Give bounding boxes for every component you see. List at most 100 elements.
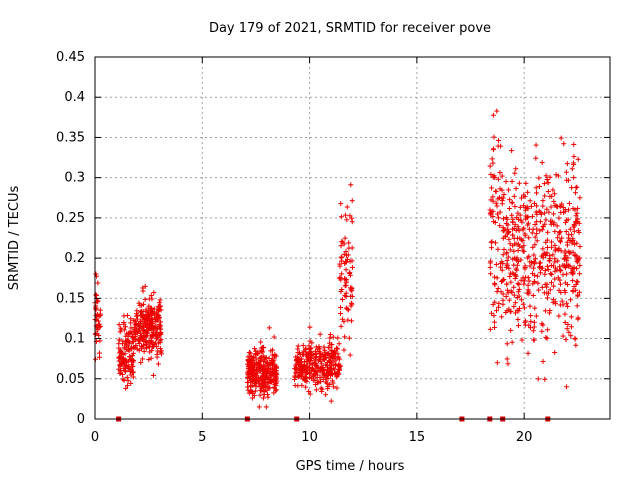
data-point xyxy=(344,217,350,223)
data-point xyxy=(117,370,123,376)
data-point xyxy=(322,347,328,353)
data-point xyxy=(266,325,272,331)
data-point xyxy=(335,362,341,368)
data-point xyxy=(534,238,540,244)
data-point xyxy=(155,361,161,367)
data-point xyxy=(140,356,146,362)
data-point xyxy=(527,325,533,331)
data-point xyxy=(556,287,562,293)
data-point xyxy=(338,243,344,249)
data-point xyxy=(575,315,581,321)
data-point xyxy=(334,374,340,380)
data-point xyxy=(492,274,498,280)
data-point xyxy=(257,356,263,362)
y-tick-label: 0.05 xyxy=(56,372,85,387)
data-point xyxy=(499,314,505,320)
data-point xyxy=(515,247,521,253)
data-point xyxy=(96,313,102,319)
data-point xyxy=(537,270,543,276)
data-point xyxy=(495,176,501,182)
data-point xyxy=(125,347,131,353)
data-point xyxy=(125,383,131,389)
data-point xyxy=(566,207,572,213)
data-point xyxy=(494,360,500,366)
data-point xyxy=(298,362,304,368)
data-point xyxy=(559,201,565,207)
data-point xyxy=(488,245,494,251)
data-point xyxy=(332,349,338,355)
data-point xyxy=(549,244,555,250)
data-point xyxy=(488,239,494,245)
data-point xyxy=(128,346,134,352)
data-point xyxy=(142,296,148,302)
data-point xyxy=(116,345,122,351)
data-point xyxy=(126,338,132,344)
x-tick-label: 20 xyxy=(516,430,533,445)
data-point xyxy=(501,276,507,282)
data-point xyxy=(327,382,333,388)
data-point xyxy=(501,191,507,197)
data-point xyxy=(267,385,273,391)
data-point xyxy=(324,380,330,386)
data-point xyxy=(556,229,562,235)
data-point xyxy=(503,179,509,185)
data-point xyxy=(304,352,310,358)
data-point xyxy=(504,281,510,287)
data-point xyxy=(246,364,252,370)
data-point xyxy=(505,361,511,367)
data-point xyxy=(533,313,539,319)
data-point xyxy=(505,222,511,228)
data-point xyxy=(269,352,275,358)
data-point xyxy=(487,163,493,169)
data-point xyxy=(318,354,324,360)
data-point xyxy=(569,166,575,172)
data-point xyxy=(247,350,253,356)
data-point xyxy=(349,219,355,225)
data-point xyxy=(496,300,502,306)
data-point xyxy=(542,281,548,287)
data-point xyxy=(327,373,333,379)
data-point xyxy=(533,209,539,215)
data-point xyxy=(491,281,497,287)
data-point xyxy=(574,258,580,264)
data-point xyxy=(546,258,552,264)
data-point xyxy=(137,325,143,331)
data-point xyxy=(571,175,577,181)
data-point xyxy=(137,309,143,315)
data-point xyxy=(520,227,526,233)
data-point xyxy=(348,303,354,309)
data-point xyxy=(491,313,497,319)
data-point xyxy=(548,221,554,227)
data-point xyxy=(491,134,497,140)
data-point xyxy=(293,367,299,373)
data-point xyxy=(127,354,133,360)
data-point xyxy=(555,258,561,264)
data-point xyxy=(248,383,254,389)
data-point xyxy=(564,271,570,277)
data-point xyxy=(527,198,533,204)
data-point xyxy=(522,207,528,213)
data-point xyxy=(252,364,258,370)
data-point xyxy=(497,170,503,176)
data-point xyxy=(494,108,500,114)
data-point xyxy=(247,358,253,364)
data-point xyxy=(551,283,557,289)
data-point xyxy=(503,310,509,316)
data-point xyxy=(250,357,256,363)
data-point xyxy=(532,242,538,248)
data-point xyxy=(566,263,572,269)
data-point xyxy=(525,350,531,356)
data-point xyxy=(523,180,529,186)
data-point xyxy=(509,212,515,218)
data-point xyxy=(571,154,577,160)
data-point xyxy=(261,365,267,371)
data-point xyxy=(269,358,275,364)
data-point xyxy=(158,319,164,325)
data-point xyxy=(118,327,124,333)
data-point xyxy=(124,360,130,366)
data-point xyxy=(577,244,583,250)
data-point xyxy=(499,198,505,204)
data-point xyxy=(138,333,144,339)
data-point xyxy=(133,343,139,349)
